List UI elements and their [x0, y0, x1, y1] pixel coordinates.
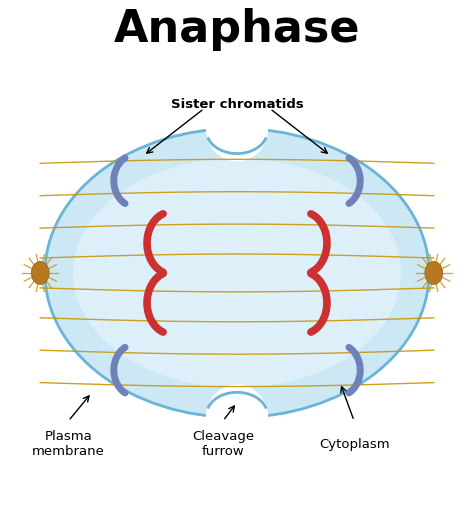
Ellipse shape: [45, 129, 429, 418]
Ellipse shape: [73, 159, 401, 388]
Ellipse shape: [207, 97, 267, 162]
Text: Plasma
membrane: Plasma membrane: [32, 430, 105, 458]
Text: Sister chromatids: Sister chromatids: [171, 98, 303, 111]
Text: Cytoplasm: Cytoplasm: [319, 437, 390, 450]
Ellipse shape: [425, 262, 443, 285]
Text: Cleavage
furrow: Cleavage furrow: [192, 430, 254, 458]
Text: Anaphase: Anaphase: [114, 8, 360, 51]
Ellipse shape: [31, 262, 49, 285]
Ellipse shape: [207, 385, 267, 450]
